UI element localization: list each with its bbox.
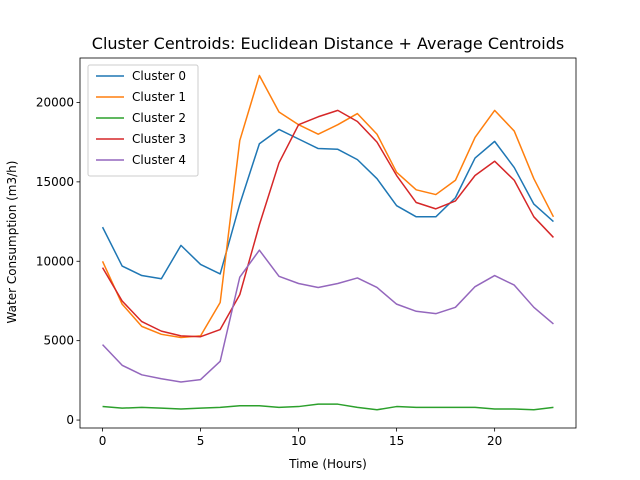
y-tick-label: 5000 <box>43 334 74 348</box>
legend-label-cluster-3: Cluster 3 <box>132 132 186 146</box>
y-tick-label: 0 <box>66 413 74 427</box>
legend-label-cluster-0: Cluster 0 <box>132 69 186 83</box>
legend-label-cluster-2: Cluster 2 <box>132 111 186 125</box>
series-line-cluster-2 <box>102 403 554 411</box>
y-tick-label: 20000 <box>36 95 74 109</box>
axes-frame <box>79 57 577 429</box>
x-tick-label: 0 <box>99 434 107 448</box>
chart-title: Cluster Centroids: Euclidean Distance + … <box>92 34 564 53</box>
legend-label-cluster-4: Cluster 4 <box>132 153 186 167</box>
legend-label-cluster-1: Cluster 1 <box>132 90 186 104</box>
series-line-cluster-4 <box>102 249 554 383</box>
x-tick-label: 15 <box>389 434 404 448</box>
x-axis-label: Time (Hours) <box>288 457 367 471</box>
y-tick-label: 15000 <box>36 175 74 189</box>
x-tick-label: 10 <box>291 434 306 448</box>
legend-box <box>87 64 199 177</box>
series-line-cluster-1 <box>101 74 555 339</box>
x-tick-label: 5 <box>197 434 205 448</box>
series-line-cluster-0 <box>101 128 554 280</box>
y-tick-label: 10000 <box>36 254 74 268</box>
plot-area: 0 5 10 15 20 0 5000 10000 15000 20000 Cluster 0 Clu… <box>36 57 577 448</box>
series-line-cluster-3 <box>101 109 554 338</box>
y-axis-label: Water Consumption (m3/h) <box>5 161 19 324</box>
x-tick-label: 20 <box>487 434 502 448</box>
